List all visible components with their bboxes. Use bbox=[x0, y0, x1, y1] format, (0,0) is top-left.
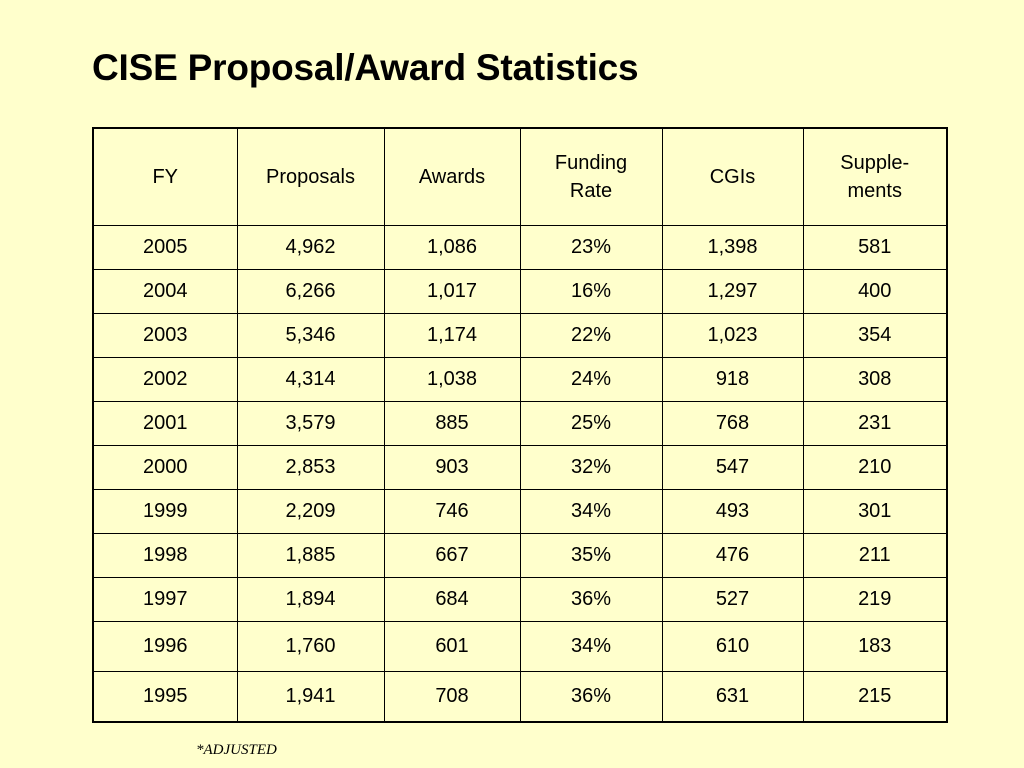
cell-proposals: 1,760 bbox=[236, 621, 385, 673]
cell-fy: 1999 bbox=[92, 488, 238, 535]
cell-supplements: 210 bbox=[802, 444, 948, 490]
table-row: 2000 2,853 903 32% 547 210 bbox=[92, 444, 948, 490]
header-supplements: Supple- ments bbox=[802, 127, 948, 226]
cell-supplements: 211 bbox=[802, 533, 948, 579]
cell-awards: 885 bbox=[383, 400, 521, 446]
cell-cgis: 918 bbox=[661, 356, 804, 402]
cell-fy: 2003 bbox=[92, 312, 238, 358]
cell-supplements: 215 bbox=[802, 671, 948, 723]
cell-funding-rate: 34% bbox=[519, 621, 663, 673]
cell-supplements: 308 bbox=[802, 356, 948, 402]
table-row: 2004 6,266 1,017 16% 1,297 400 bbox=[92, 268, 948, 314]
cell-cgis: 547 bbox=[661, 444, 804, 490]
cell-funding-rate: 22% bbox=[519, 312, 663, 358]
cell-awards: 1,174 bbox=[383, 312, 521, 358]
cell-funding-rate: 34% bbox=[519, 488, 663, 535]
table-row: 2003 5,346 1,174 22% 1,023 354 bbox=[92, 312, 948, 358]
cell-funding-rate: 24% bbox=[519, 356, 663, 402]
cell-supplements: 581 bbox=[802, 224, 948, 270]
cell-supplements: 219 bbox=[802, 577, 948, 623]
cell-proposals: 1,941 bbox=[236, 671, 385, 723]
table-row: 1998 1,885 667 35% 476 211 bbox=[92, 533, 948, 579]
cell-fy: 2000 bbox=[92, 444, 238, 490]
cell-awards: 667 bbox=[383, 533, 521, 579]
header-supplements-line1: Supple- bbox=[840, 151, 910, 174]
cell-cgis: 527 bbox=[661, 577, 804, 623]
cell-fy: 1997 bbox=[92, 577, 238, 623]
slide-title: CISE Proposal/Award Statistics bbox=[92, 47, 639, 88]
cell-funding-rate: 25% bbox=[519, 400, 663, 446]
cell-awards: 1,086 bbox=[383, 224, 521, 270]
cell-fy: 2004 bbox=[92, 268, 238, 314]
cell-funding-rate: 16% bbox=[519, 268, 663, 314]
statistics-table: FY Proposals Awards Funding Rate CGIs Su… bbox=[92, 127, 948, 723]
cell-funding-rate: 36% bbox=[519, 577, 663, 623]
cell-cgis: 631 bbox=[661, 671, 804, 723]
cell-cgis: 1,023 bbox=[661, 312, 804, 358]
cell-proposals: 3,579 bbox=[236, 400, 385, 446]
cell-proposals: 6,266 bbox=[236, 268, 385, 314]
cell-funding-rate: 32% bbox=[519, 444, 663, 490]
table-row: 1997 1,894 684 36% 527 219 bbox=[92, 577, 948, 623]
cell-supplements: 231 bbox=[802, 400, 948, 446]
cell-fy: 2001 bbox=[92, 400, 238, 446]
cell-funding-rate: 36% bbox=[519, 671, 663, 723]
header-supplements-line2: ments bbox=[847, 179, 902, 202]
cell-cgis: 610 bbox=[661, 621, 804, 673]
header-fy: FY bbox=[92, 127, 238, 226]
table-row: 2002 4,314 1,038 24% 918 308 bbox=[92, 356, 948, 402]
cell-awards: 601 bbox=[383, 621, 521, 673]
cell-proposals: 2,853 bbox=[236, 444, 385, 490]
footnote: *ADJUSTED bbox=[196, 742, 277, 758]
cell-supplements: 354 bbox=[802, 312, 948, 358]
cell-awards: 903 bbox=[383, 444, 521, 490]
cell-supplements: 183 bbox=[802, 621, 948, 673]
cell-proposals: 2,209 bbox=[236, 488, 385, 535]
cell-supplements: 301 bbox=[802, 488, 948, 535]
cell-cgis: 476 bbox=[661, 533, 804, 579]
cell-fy: 1998 bbox=[92, 533, 238, 579]
cell-cgis: 768 bbox=[661, 400, 804, 446]
cell-awards: 1,017 bbox=[383, 268, 521, 314]
cell-awards: 708 bbox=[383, 671, 521, 723]
cell-cgis: 1,398 bbox=[661, 224, 804, 270]
cell-awards: 1,038 bbox=[383, 356, 521, 402]
header-proposals: Proposals bbox=[236, 127, 385, 226]
cell-fy: 2005 bbox=[92, 224, 238, 270]
cell-proposals: 4,314 bbox=[236, 356, 385, 402]
table-row: 1996 1,760 601 34% 610 183 bbox=[92, 621, 948, 673]
header-cgis: CGIs bbox=[661, 127, 804, 226]
header-row: FY Proposals Awards Funding Rate CGIs Su… bbox=[92, 127, 948, 226]
cell-proposals: 4,962 bbox=[236, 224, 385, 270]
cell-awards: 684 bbox=[383, 577, 521, 623]
cell-funding-rate: 35% bbox=[519, 533, 663, 579]
cell-fy: 2002 bbox=[92, 356, 238, 402]
header-funding-rate-line1: Funding bbox=[554, 151, 628, 174]
header-funding-rate: Funding Rate bbox=[519, 127, 663, 226]
cell-fy: 1995 bbox=[92, 671, 238, 723]
table-row: 1999 2,209 746 34% 493 301 bbox=[92, 488, 948, 535]
table-row: 1995 1,941 708 36% 631 215 bbox=[92, 671, 948, 723]
cell-proposals: 1,894 bbox=[236, 577, 385, 623]
table-row: 2001 3,579 885 25% 768 231 bbox=[92, 400, 948, 446]
table-row: 2005 4,962 1,086 23% 1,398 581 bbox=[92, 224, 948, 270]
cell-supplements: 400 bbox=[802, 268, 948, 314]
header-awards: Awards bbox=[383, 127, 521, 226]
cell-proposals: 5,346 bbox=[236, 312, 385, 358]
cell-cgis: 1,297 bbox=[661, 268, 804, 314]
cell-cgis: 493 bbox=[661, 488, 804, 535]
cell-awards: 746 bbox=[383, 488, 521, 535]
cell-fy: 1996 bbox=[92, 621, 238, 673]
cell-proposals: 1,885 bbox=[236, 533, 385, 579]
header-funding-rate-line2: Rate bbox=[569, 179, 613, 202]
cell-funding-rate: 23% bbox=[519, 224, 663, 270]
